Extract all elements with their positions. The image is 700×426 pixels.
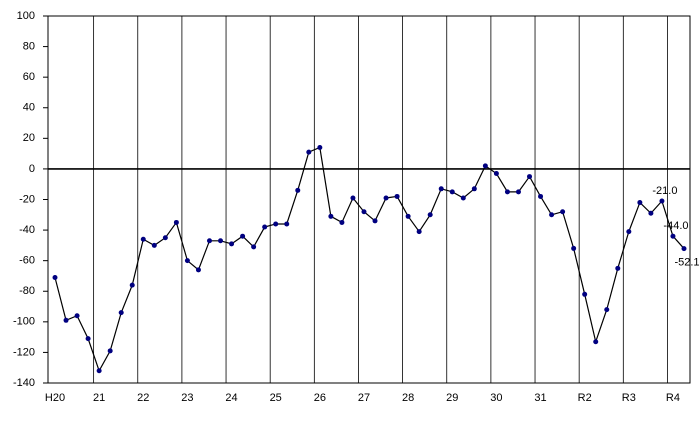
x-tick-label: 25 [270,392,282,404]
data-point [195,267,201,273]
data-point [317,145,323,151]
data-point [173,219,179,225]
data-line [54,146,685,373]
data-point [262,224,268,230]
data-point [229,241,235,247]
data-point [273,221,279,227]
data-point [471,186,477,192]
y-tick-label: 0 [29,163,35,175]
y-tick-label: -140 [13,377,35,389]
data-point [118,310,124,316]
data-point [681,246,687,252]
x-tick-label: 31 [534,392,546,404]
data-point [295,187,301,193]
data-point [306,149,312,155]
data-point [659,198,665,204]
data-point [339,219,345,225]
data-point [549,212,555,218]
data-point [52,274,58,280]
data-point [593,339,599,345]
x-tick-label: 23 [181,392,193,404]
data-point [328,213,334,219]
data-point [637,200,643,206]
data-point [438,186,444,192]
data-point [372,218,378,224]
y-tick-label: -60 [19,255,35,267]
x-tick-label: 28 [402,392,414,404]
data-point [350,195,356,201]
x-tick-label: R4 [666,392,680,404]
x-tick-label: H20 [45,392,65,404]
data-point [218,238,224,244]
x-tick-label: 26 [314,392,326,404]
y-tick-label: 60 [23,71,35,83]
x-tick-label: 22 [137,392,149,404]
data-point [504,189,510,195]
data-point [527,174,533,180]
x-tick-label: R2 [578,392,592,404]
y-tick-label: 40 [23,102,35,114]
y-tick-label: -80 [19,285,35,297]
data-point [251,244,257,250]
x-tick-label: R3 [622,392,636,404]
data-point [482,163,488,169]
data-point [648,210,654,216]
data-point [284,221,290,227]
x-tick-label: 30 [490,392,502,404]
data-point [460,195,466,201]
data-point [615,265,621,271]
data-point [151,242,157,248]
data-point [560,209,566,215]
data-point [96,368,102,374]
data-point [405,213,411,219]
data-point [538,193,544,199]
data-point [394,193,400,199]
plot-frame [47,15,691,384]
data-point [74,313,80,319]
data-point [383,195,389,201]
value-label: -21.0 [652,185,677,197]
data-point [604,307,610,313]
data-point [449,189,455,195]
y-tick-label: -100 [13,316,35,328]
data-point [416,229,422,235]
data-point [107,348,113,354]
y-tick-label: 20 [23,132,35,144]
y-tick-label: -20 [19,193,35,205]
data-point [129,282,135,288]
y-tick-label: -120 [13,346,35,358]
x-tick-label: 27 [358,392,370,404]
data-point [427,212,433,218]
data-point [184,258,190,264]
data-point [85,336,91,342]
data-point [670,233,676,239]
data-point [361,209,367,215]
x-tick-label: 24 [225,392,237,404]
data-point [206,238,212,244]
data-point [626,229,632,235]
data-point [63,317,69,323]
value-label: -44.0 [663,220,688,232]
y-tick-label: 80 [23,40,35,52]
data-point [493,171,499,177]
data-point [162,235,168,241]
x-tick-label: 29 [446,392,458,404]
data-point [515,189,521,195]
x-tick-label: 21 [93,392,105,404]
data-point [240,233,246,239]
y-tick-label: -40 [19,224,35,236]
data-point [582,291,588,297]
data-point [571,245,577,251]
y-tick-label: 100 [17,10,35,22]
data-point [140,236,146,242]
value-label: -52.1 [674,256,699,268]
